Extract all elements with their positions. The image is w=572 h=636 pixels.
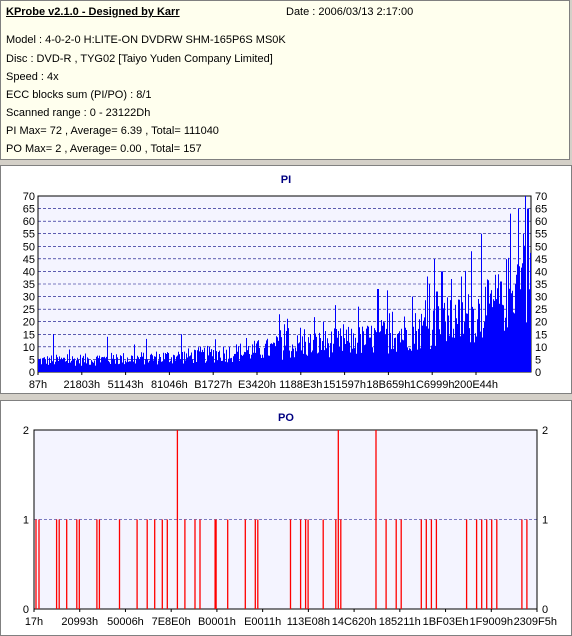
pi-y-tick-left: 60 — [23, 216, 35, 228]
app-title: KProbe v2.1.0 - Designed by Karr — [6, 6, 180, 18]
pi-y-tick-right: 15 — [535, 329, 547, 341]
pi-x-tick: 1C6999h — [410, 379, 455, 391]
po-x-tick: 14C620h — [332, 616, 377, 628]
pi-y-tick-left: 40 — [23, 266, 35, 278]
po-x-tick: 20993h — [61, 616, 98, 628]
pi-y-tick-left: 45 — [23, 254, 35, 266]
po-chart-panel: PO 0 0 1 1 2 2 17h 20993h 50006h 7E8E0h B0001h E00… — [0, 400, 572, 636]
pi-y-tick-right: 70 — [535, 191, 547, 203]
pi-y-tick-left: 55 — [23, 229, 35, 241]
pi-x-tick: B1727h — [194, 379, 232, 391]
po-chart-title: PO — [278, 412, 294, 424]
pi-y-tick-right: 45 — [535, 254, 547, 266]
pi-x-tick: 151597h — [323, 379, 366, 391]
pi-y-tick-right: 5 — [535, 354, 541, 366]
pi-y-tick-left: 25 — [23, 304, 35, 316]
pi-y-tick-left: 20 — [23, 317, 35, 329]
po-x-tick: 185211h — [379, 616, 421, 628]
ecc-line: ECC blocks sum (PI/PO) : 8/1 — [6, 89, 152, 101]
pi-y-tick-left: 15 — [23, 329, 35, 341]
pi-x-tick: 18B659h — [366, 379, 410, 391]
po-x-tick: 2309F5h — [514, 616, 557, 628]
pi-x-tick: E3420h — [238, 379, 276, 391]
po-x-axis: 17h 20993h 50006h 7E8E0h B0001h E0011h 113E08h… — [25, 609, 557, 628]
po-stats-line: PO Max= 2 , Average= 0.00 , Total= 157 — [6, 143, 202, 155]
po-x-tick: 1F9009h — [470, 616, 513, 628]
po-x-tick: B0001h — [198, 616, 236, 628]
po-y-tick-right: 2 — [542, 425, 548, 437]
po-y-tick-left: 0 — [23, 604, 29, 616]
po-plot-frame — [33, 429, 538, 610]
pi-x-tick: 87h — [29, 379, 47, 391]
pi-y-tick-left: 0 — [29, 367, 35, 379]
speed-line: Speed : 4x — [6, 71, 59, 83]
pi-y-tick-left: 35 — [23, 279, 35, 291]
pi-x-tick: 21803h — [63, 379, 100, 391]
pi-bars — [38, 196, 531, 372]
pi-y-tick-right: 25 — [535, 304, 547, 316]
scan-date: Date : 2006/03/13 2:17:00 — [286, 6, 414, 18]
pi-y-tick-right: 65 — [535, 204, 547, 216]
pi-y-tick-right: 40 — [535, 266, 547, 278]
pi-y-tick-left: 30 — [23, 292, 35, 304]
pi-x-axis: 87h 21803h 51143h 81046h B1727h E3420h 1188E3h… — [29, 372, 498, 391]
pi-y-tick-right: 20 — [535, 317, 547, 329]
disc-line: Disc : DVD-R , TYG02 [Taiyo Yuden Compan… — [6, 53, 273, 65]
pi-x-tick: 200E44h — [454, 379, 498, 391]
pi-y-tick-right: 50 — [535, 241, 547, 253]
model-line: Model : 4-0-2-0 H:LITE-ON DVDRW SHM-165P… — [6, 34, 286, 46]
pi-y-tick-right: 60 — [535, 216, 547, 228]
po-x-tick: 7E8E0h — [152, 616, 191, 628]
pi-y-tick-right: 55 — [535, 229, 547, 241]
pi-x-tick: 81046h — [151, 379, 188, 391]
pi-y-tick-left: 5 — [29, 354, 35, 366]
po-x-tick: 113E08h — [287, 616, 330, 628]
pi-y-tick-right: 35 — [535, 279, 547, 291]
pi-chart-panel: PI 0 0 5 5 10 10 15 15 20 20 25 25 30 30 35 35 40 40 45 45 5… — [0, 165, 572, 394]
po-x-tick: 17h — [25, 616, 43, 628]
range-line: Scanned range : 0 - 23122Dh — [6, 107, 151, 119]
pi-y-tick-right: 0 — [535, 367, 541, 379]
pi-y-tick-left: 65 — [23, 204, 35, 216]
pi-y-tick-left: 10 — [23, 342, 35, 354]
pi-y-tick-right: 30 — [535, 292, 547, 304]
info-panel: KProbe v2.1.0 - Designed by Karr Date : … — [0, 0, 570, 160]
po-y-axis: 0 0 1 1 2 2 — [23, 425, 548, 616]
po-x-tick: 50006h — [107, 616, 144, 628]
pi-y-tick-left: 50 — [23, 241, 35, 253]
pi-y-tick-left: 70 — [23, 191, 35, 203]
pi-x-tick: 51143h — [108, 379, 144, 391]
pi-x-tick: 1188E3h — [279, 379, 322, 391]
po-y-tick-right: 1 — [542, 515, 548, 527]
po-bars — [35, 430, 528, 609]
po-x-tick: E0011h — [244, 616, 281, 628]
po-x-tick: 1BF03Eh — [423, 616, 469, 628]
po-grid — [33, 429, 538, 610]
po-y-tick-left: 1 — [23, 515, 29, 527]
pi-chart-title: PI — [281, 174, 291, 186]
pi-y-tick-right: 10 — [535, 342, 547, 354]
po-chart: PO 0 0 1 1 2 2 17h 20993h 50006h 7E8E0h B0001h E00… — [23, 412, 557, 628]
pi-stats-line: PI Max= 72 , Average= 6.39 , Total= 1110… — [6, 125, 219, 137]
po-y-tick-left: 2 — [23, 425, 29, 437]
po-y-tick-right: 0 — [542, 604, 548, 616]
